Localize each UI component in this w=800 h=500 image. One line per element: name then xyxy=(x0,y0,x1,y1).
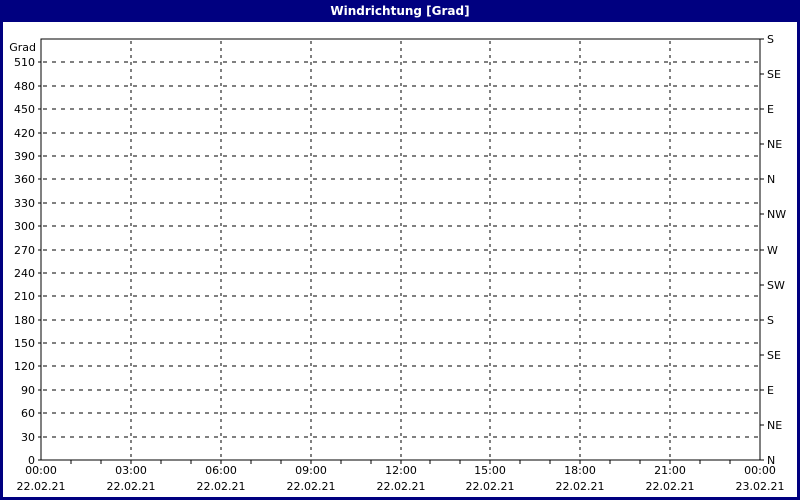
y-axis-left-label: 0 xyxy=(28,454,35,467)
y-axis-left-label: 90 xyxy=(21,384,35,397)
y-axis-left: 0 30 60 90 120 150 180 210 240 270 300 330 360 390 420… xyxy=(9,41,41,467)
y-axis-left-label: 390 xyxy=(14,150,35,163)
y-axis-right-label: NE xyxy=(767,419,782,432)
y-axis-right-label: S xyxy=(767,33,774,46)
y-axis-left-label: 360 xyxy=(14,173,35,186)
y-axis-right-label: N xyxy=(767,454,775,467)
y-axis-left-label: 240 xyxy=(14,267,35,280)
x-axis-time-label: 18:00 xyxy=(564,464,596,477)
x-axis-date-label: 22.02.21 xyxy=(17,480,66,493)
y-axis-left-label: 510 xyxy=(14,56,35,69)
y-axis-left-label: 270 xyxy=(14,244,35,257)
y-axis-left-label: 480 xyxy=(14,80,35,93)
x-axis-date-label: 22.02.21 xyxy=(107,480,156,493)
y-axis-left-label: 150 xyxy=(14,337,35,350)
x-axis-date-label: 22.02.21 xyxy=(287,480,336,493)
y-axis-right-label: NE xyxy=(767,138,782,151)
y-axis-right-label: E xyxy=(767,103,774,116)
grid-lines xyxy=(43,41,758,458)
y-axis-left-label: 450 xyxy=(14,103,35,116)
x-axis-date-label: 23.02.21 xyxy=(736,480,785,493)
y-axis-unit-label: Grad xyxy=(9,41,36,54)
y-axis-left-label: 330 xyxy=(14,197,35,210)
x-axis: 00:00 22.02.21 03:00 22.02.21 06:00 22.02.21 0… xyxy=(17,460,785,493)
y-axis-left-label: 300 xyxy=(14,220,35,233)
y-axis-right: S SE E NE N NW W SW S SE E NE N xyxy=(760,33,786,467)
x-axis-time-label: 00:00 xyxy=(744,464,776,477)
y-axis-right-label: NW xyxy=(767,208,786,221)
y-axis-right-label: SE xyxy=(767,349,781,362)
x-axis-date-label: 22.02.21 xyxy=(466,480,515,493)
plot-border xyxy=(40,38,761,461)
y-axis-right-label: S xyxy=(767,314,774,327)
y-axis-right-label: W xyxy=(767,244,778,257)
x-axis-date-label: 22.02.21 xyxy=(556,480,605,493)
chart-panel: 0 30 60 90 120 150 180 210 240 270 300 330 360 390 420… xyxy=(3,22,797,497)
x-axis-time-label: 06:00 xyxy=(205,464,237,477)
x-axis-date-label: 22.02.21 xyxy=(646,480,695,493)
chart-title: Windrichtung [Grad] xyxy=(330,4,470,18)
x-axis-date-label: 22.02.21 xyxy=(197,480,246,493)
y-axis-left-label: 30 xyxy=(21,431,35,444)
x-axis-time-label: 21:00 xyxy=(654,464,686,477)
x-axis-date-label: 22.02.21 xyxy=(377,480,426,493)
y-axis-right-label: SE xyxy=(767,68,781,81)
x-axis-time-label: 00:00 xyxy=(25,464,57,477)
y-axis-left-label: 180 xyxy=(14,314,35,327)
y-axis-left-label: 420 xyxy=(14,127,35,140)
y-axis-right-label: N xyxy=(767,173,775,186)
y-axis-left-label: 120 xyxy=(14,360,35,373)
y-axis-right-label: E xyxy=(767,384,774,397)
wind-direction-chart: 0 30 60 90 120 150 180 210 240 270 300 330 360 390 420… xyxy=(9,33,786,493)
title-bar: Windrichtung [Grad] xyxy=(0,0,800,22)
x-axis-time-label: 12:00 xyxy=(385,464,417,477)
y-axis-left-label: 60 xyxy=(21,407,35,420)
x-axis-time-label: 09:00 xyxy=(295,464,327,477)
x-axis-time-label: 03:00 xyxy=(115,464,147,477)
x-axis-time-label: 15:00 xyxy=(474,464,506,477)
y-axis-right-label: SW xyxy=(767,279,785,292)
y-axis-left-label: 210 xyxy=(14,290,35,303)
